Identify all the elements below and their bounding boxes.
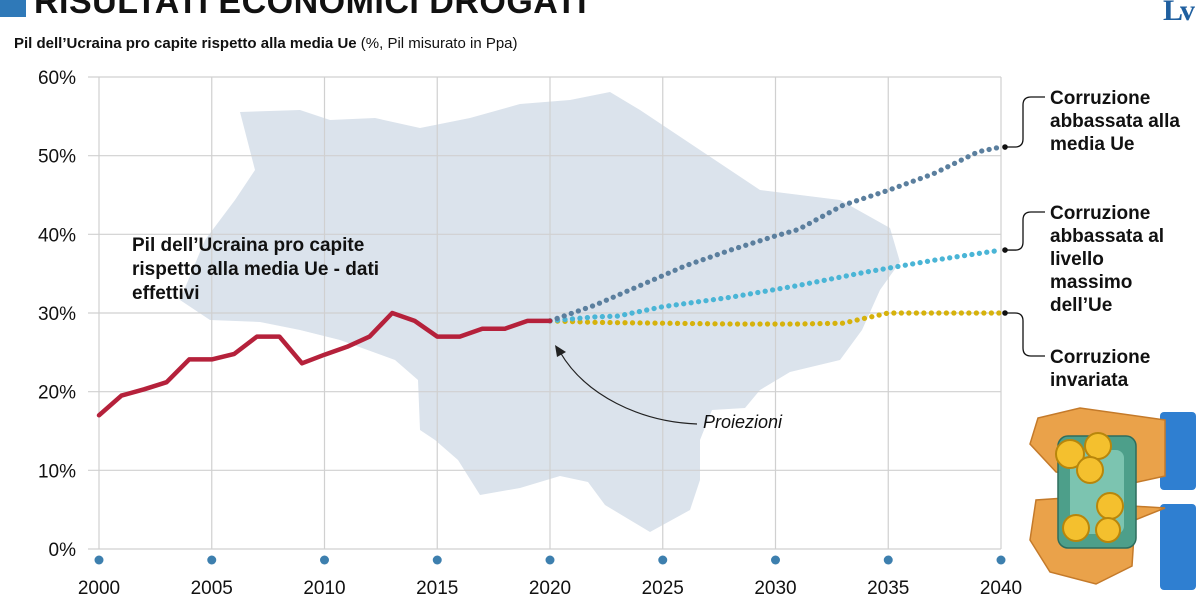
x-tick-label: 2030 — [754, 578, 796, 599]
coin — [1095, 517, 1121, 543]
legend-connector — [1005, 312, 1045, 357]
x-tick-label: 2025 — [642, 578, 684, 599]
x-tick-dot — [883, 555, 893, 565]
y-tick-label: 40% — [38, 225, 76, 246]
map-shape — [180, 92, 900, 532]
coin — [1055, 439, 1085, 469]
x-tick-dot — [432, 555, 442, 565]
x-tick-dot — [545, 555, 555, 565]
eu-average-series-line — [547, 144, 1004, 324]
x-tick-dot — [996, 555, 1006, 565]
y-tick-label: 30% — [38, 304, 76, 325]
subtitle-bold: Pil dell’Ucraina pro capite rispetto all… — [14, 35, 357, 52]
headline-accent-bar — [0, 0, 26, 17]
publisher-logo: Lv — [1162, 0, 1195, 27]
eu-max-series-line — [547, 247, 1004, 324]
sleeve-top — [1160, 412, 1196, 490]
chart-subtitle: Pil dell’Ucraina pro capite rispetto all… — [14, 35, 518, 52]
y-tick-label: 20% — [38, 383, 76, 404]
coin — [1062, 514, 1090, 542]
y-tick-label: 0% — [49, 540, 77, 561]
x-tick-dot — [771, 555, 780, 565]
x-tick-label: 2000 — [78, 578, 120, 599]
x-tick-label: 2020 — [529, 578, 571, 599]
x-tick-label: 2035 — [867, 578, 909, 599]
ukraine-map-silhouette — [180, 92, 900, 532]
y-tick-label: 50% — [38, 147, 76, 168]
subtitle-rest: (%, Pil misurato in Ppa) — [356, 35, 518, 52]
axes: 0% 10% 20% 30% 40% 50% 60% 2000 2005 2010 2015 2020… — [38, 68, 1022, 599]
actual-data-label: Pil dell’Ucraina pro capite rispetto all… — [132, 235, 380, 304]
y-tick-label: 10% — [38, 461, 76, 482]
sleeve-bottom — [1160, 504, 1196, 590]
x-tick-dot — [658, 555, 668, 565]
x-tick-label: 2010 — [303, 578, 345, 599]
series — [96, 144, 1004, 418]
legend-connectors — [1002, 96, 1045, 357]
legend-connector — [1005, 96, 1045, 148]
headline: RISULTATI ECONOMICI DROGATI — [0, 0, 587, 22]
unchanged-series-line — [547, 310, 1004, 327]
actual-series-line — [96, 310, 553, 418]
headline-text: RISULTATI ECONOMICI DROGATI — [34, 0, 588, 21]
coin — [1076, 456, 1104, 484]
projections-label: Proiezioni — [703, 412, 783, 432]
y-tick-label: 60% — [38, 68, 76, 89]
money-hands-illustration — [1029, 407, 1196, 590]
projection-arrow-line — [559, 351, 698, 425]
coin — [1084, 432, 1112, 460]
projection-arrow-head — [555, 345, 566, 357]
x-tick-label: 2015 — [416, 578, 458, 599]
projection-arrow — [555, 345, 698, 425]
legend-unchanged: Corruzione invariata — [1050, 347, 1151, 391]
grid — [88, 76, 1002, 550]
x-tick-label: 2005 — [191, 578, 233, 599]
x-tick-dot — [207, 555, 217, 565]
legend-eu-average: Corruzione abbassata alla media Ue — [1050, 88, 1180, 155]
legend-connector — [1005, 211, 1045, 251]
legend-eu-max: Corruzione abbassata al livello massimo … — [1050, 203, 1165, 316]
x-tick-label: 2040 — [980, 578, 1022, 599]
x-tick-dot — [320, 555, 329, 565]
coin — [1096, 492, 1124, 520]
x-tick-dot — [94, 555, 104, 565]
